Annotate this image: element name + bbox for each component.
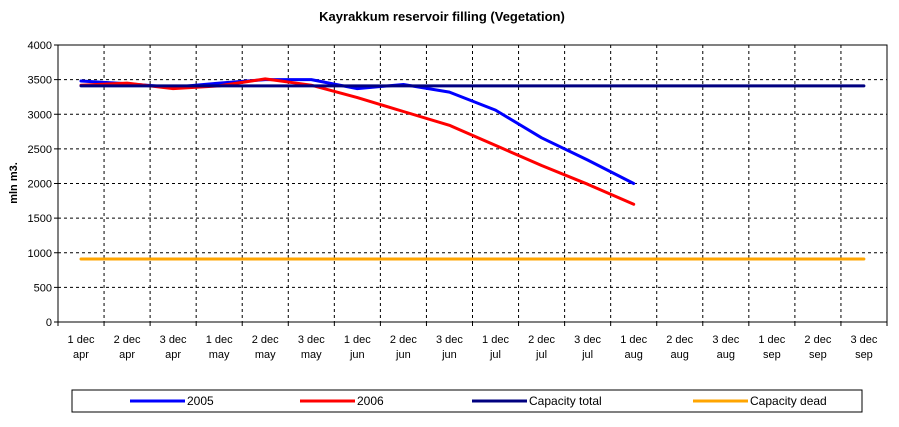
x-tick-label-line1: 3 dec bbox=[850, 334, 877, 346]
x-tick-label: 1 dec sep bbox=[758, 334, 785, 361]
series-group bbox=[79, 77, 866, 261]
x-tick-label-line2: apr bbox=[73, 349, 89, 361]
x-tick-label-line1: 2 dec bbox=[528, 334, 555, 346]
x-tick-label: 1 dec may bbox=[206, 334, 233, 361]
y-axis: 0 500 1000 1500 2000 2500 3000 3500 4000 bbox=[28, 40, 58, 329]
x-tick-label: 2 dec apr bbox=[114, 334, 141, 361]
x-tick-label-line2: apr bbox=[119, 349, 135, 361]
x-tick-label: 1 dec jul bbox=[482, 334, 509, 361]
x-tick-label-line1: 3 dec bbox=[712, 334, 739, 346]
x-tick-label-line2: may bbox=[209, 349, 230, 361]
x-tick-label: 3 dec aug bbox=[712, 334, 739, 361]
x-tick-label: 3 dec apr bbox=[160, 334, 187, 361]
x-tick-label-line1: 3 dec bbox=[160, 334, 187, 346]
x-tick-label-line1: 1 dec bbox=[344, 334, 371, 346]
series-line-1 bbox=[79, 77, 636, 206]
x-tick-label: 3 dec jun bbox=[436, 334, 463, 361]
x-tick-label-line2: sep bbox=[855, 349, 873, 361]
y-tick-label: 2500 bbox=[28, 144, 52, 156]
legend-label-0: 2005 bbox=[187, 394, 214, 408]
x-tick-label-line2: jul bbox=[535, 349, 547, 361]
x-tick-label-line1: 3 dec bbox=[574, 334, 601, 346]
legend-label-2: Capacity total bbox=[529, 394, 602, 408]
x-tick-label: 2 dec aug bbox=[666, 334, 693, 361]
x-tick-label-line1: 1 dec bbox=[482, 334, 509, 346]
x-tick-label: 3 dec may bbox=[298, 334, 325, 361]
x-tick-label-line1: 2 dec bbox=[666, 334, 693, 346]
x-axis: 1 dec apr 2 dec apr 3 dec apr 1 dec may 2 dec may… bbox=[57, 322, 888, 361]
x-tick-label-line1: 2 dec bbox=[804, 334, 831, 346]
x-tick-label: 2 dec sep bbox=[804, 334, 831, 361]
x-tick-label-line1: 2 dec bbox=[390, 334, 417, 346]
x-tick-label-line1: 2 dec bbox=[252, 334, 279, 346]
x-tick-label-line1: 1 dec bbox=[620, 334, 647, 346]
legend-label-3: Capacity dead bbox=[750, 394, 827, 408]
x-tick-label-line2: may bbox=[255, 349, 276, 361]
y-axis-label: mln m3. bbox=[8, 162, 20, 204]
x-tick-label-line1: 1 dec bbox=[758, 334, 785, 346]
x-tick-label-line1: 1 dec bbox=[206, 334, 233, 346]
x-tick-label: 2 dec may bbox=[252, 334, 279, 361]
x-tick-label-line2: sep bbox=[763, 349, 781, 361]
x-tick-label-line1: 3 dec bbox=[298, 334, 325, 346]
x-tick-label: 2 dec jul bbox=[528, 334, 555, 361]
x-tick-label: 2 dec jun bbox=[390, 334, 417, 361]
x-tick-label-line2: jun bbox=[441, 349, 457, 361]
y-tick-label: 1000 bbox=[28, 248, 52, 260]
x-tick-label: 1 dec apr bbox=[68, 334, 95, 361]
legend bbox=[71, 389, 863, 413]
x-tick-label-line2: apr bbox=[165, 349, 181, 361]
y-tick-label: 1500 bbox=[28, 213, 52, 225]
x-tick-label: 1 dec aug bbox=[620, 334, 647, 361]
x-tick-label-line2: aug bbox=[671, 349, 689, 361]
y-tick-label: 4000 bbox=[28, 40, 52, 52]
x-tick-label: 3 dec jul bbox=[574, 334, 601, 361]
x-tick-label-line2: jul bbox=[489, 349, 501, 361]
y-tick-label: 2000 bbox=[28, 179, 52, 191]
legend-items: 2005 2006 Capacity total Capacity dead bbox=[130, 394, 827, 408]
x-tick-label-line2: jul bbox=[581, 349, 593, 361]
x-tick-label-line2: aug bbox=[717, 349, 735, 361]
x-tick-label-line2: sep bbox=[809, 349, 827, 361]
x-tick-label-line2: may bbox=[301, 349, 322, 361]
x-tick-label-line2: aug bbox=[624, 349, 642, 361]
chart-title: Kayrakkum reservoir filling (Vegetation) bbox=[319, 9, 565, 24]
x-tick-label-line1: 3 dec bbox=[436, 334, 463, 346]
y-tick-label: 3000 bbox=[28, 109, 52, 121]
x-tick-label: 3 dec sep bbox=[850, 334, 877, 361]
y-tick-label: 500 bbox=[34, 282, 52, 294]
x-tick-label-line1: 2 dec bbox=[114, 334, 141, 346]
x-tick-label-line2: jun bbox=[349, 349, 365, 361]
legend-label-1: 2006 bbox=[357, 394, 384, 408]
y-tick-label: 0 bbox=[46, 317, 52, 329]
x-tick-label-line1: 1 dec bbox=[68, 334, 95, 346]
x-tick-label-line2: jun bbox=[395, 349, 411, 361]
x-tick-label: 1 dec jun bbox=[344, 334, 371, 361]
gridlines bbox=[58, 45, 887, 322]
y-tick-label: 3500 bbox=[28, 75, 52, 87]
